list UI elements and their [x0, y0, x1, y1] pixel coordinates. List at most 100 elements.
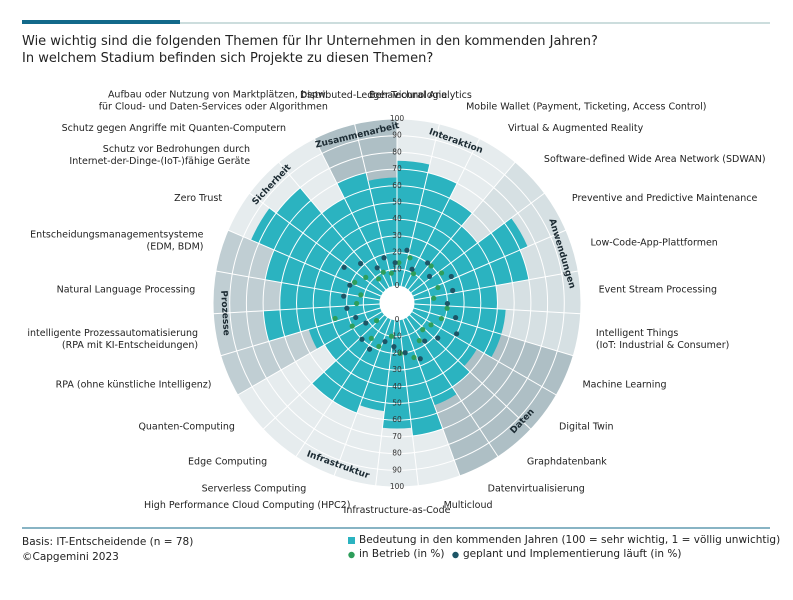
dot	[341, 293, 347, 299]
category-label: Machine Learning	[582, 379, 667, 391]
category-label: Multicloud	[443, 499, 493, 511]
dot	[374, 265, 380, 271]
spoke	[213, 303, 381, 315]
dot	[375, 276, 382, 282]
dot	[353, 314, 359, 321]
category-label: Virtual & Augmented Reality	[508, 123, 644, 135]
category-label: RPA (ohne künstliche Intelligenz)	[55, 379, 212, 391]
dot	[424, 260, 431, 266]
bar	[336, 172, 394, 288]
dot	[381, 255, 387, 261]
dot	[417, 356, 423, 362]
spoke	[402, 318, 461, 477]
bar	[406, 314, 471, 387]
spoke	[413, 307, 574, 357]
category-label: Software-defined Wide Area Network (SDWA…	[543, 154, 766, 166]
dot	[380, 269, 386, 275]
bar	[409, 311, 477, 367]
bar	[276, 187, 387, 293]
bar	[413, 285, 498, 309]
dot	[435, 284, 441, 291]
dot	[450, 287, 456, 294]
dot	[358, 292, 364, 298]
dot	[388, 270, 394, 276]
dot	[448, 273, 454, 280]
r-tick-label: 40	[392, 382, 402, 391]
bar	[398, 318, 443, 436]
bar	[308, 307, 383, 350]
r-tick-label: 80	[392, 147, 402, 156]
dot	[438, 270, 445, 276]
legend-swatch	[348, 551, 355, 559]
dot	[454, 331, 460, 337]
category-label: intelligente Prozessautomatisierung (RPA…	[27, 328, 199, 352]
dot	[435, 335, 441, 341]
dot	[359, 336, 365, 342]
dot	[392, 260, 398, 266]
r-tick-label: 0	[395, 315, 400, 324]
category-label: Graphdatenbank	[526, 456, 607, 468]
category-label: Schutz gegen Angriffe mit Quanten-Comput…	[61, 123, 286, 135]
title: Wie wichtig sind die folgenden Themen fü…	[22, 34, 598, 49]
category-label: Intelligent Things (IoT: Industrial & Co…	[595, 328, 730, 352]
dot	[416, 338, 422, 344]
category-label: High Performance Cloud Computing (HPC2)	[144, 499, 351, 511]
category-label: Distributed-Ledger-Technologie	[300, 90, 448, 102]
bar	[412, 249, 529, 301]
dot	[420, 327, 426, 333]
dot	[341, 264, 347, 270]
dot	[332, 315, 338, 322]
dot	[354, 300, 360, 307]
category-label: Digital Twin	[559, 421, 614, 433]
source: Basis: IT-Entscheidende (n = 78)	[22, 536, 194, 548]
legend-swatch	[452, 551, 459, 559]
dot	[344, 305, 350, 311]
r-tick-label: 80	[392, 449, 402, 458]
bar	[397, 160, 430, 287]
spoke	[409, 314, 532, 430]
category-label: Aufbau oder Nutzung von Marktplätzen, bs…	[98, 89, 328, 113]
spoke	[237, 311, 383, 396]
dot	[391, 344, 397, 350]
category-label: Serverless Computing	[201, 482, 307, 494]
r-tick-label: 70	[392, 432, 402, 441]
spoke	[404, 138, 481, 289]
spoke	[333, 318, 392, 477]
bar	[324, 311, 385, 361]
dot	[396, 260, 402, 266]
dot	[409, 266, 415, 272]
r-tick-label: 10	[392, 264, 402, 273]
category-label: Low-Code-App-Plattformen	[590, 237, 718, 249]
category-label: Schutz vor Bedrohungen durch Internet-de…	[69, 144, 251, 168]
r-tick-label: 20	[392, 348, 402, 357]
dot	[388, 333, 395, 339]
dot	[444, 305, 450, 311]
center-hole	[380, 286, 414, 320]
spoke	[278, 161, 387, 291]
bar	[382, 319, 412, 429]
r-tick-label: 70	[392, 164, 402, 173]
dot	[352, 279, 358, 285]
legend-label: geplant und Implementierung läuft (in %)	[463, 548, 682, 560]
dot	[382, 338, 388, 345]
r-tick-label: 30	[392, 231, 402, 240]
r-tick-label: 40	[392, 214, 402, 223]
dot	[349, 323, 355, 329]
dot	[428, 263, 434, 269]
legend-label: Bedeutung in den kommenden Jahren (100 =…	[359, 534, 781, 546]
category-label: Edge Computing	[188, 456, 268, 468]
dot	[407, 255, 413, 261]
category-label: Natural Language Processing	[56, 284, 196, 296]
dot	[402, 350, 408, 356]
r-tick-label: 90	[392, 465, 402, 474]
dot	[347, 282, 353, 288]
dot	[428, 322, 434, 328]
dot	[397, 350, 404, 356]
legend-swatch	[348, 537, 355, 544]
category-label: Quanten-Computing	[138, 421, 235, 433]
bar	[332, 317, 392, 414]
dot	[368, 335, 374, 341]
dot	[453, 315, 459, 321]
copyright: ©Capgemini 2023	[22, 551, 119, 563]
